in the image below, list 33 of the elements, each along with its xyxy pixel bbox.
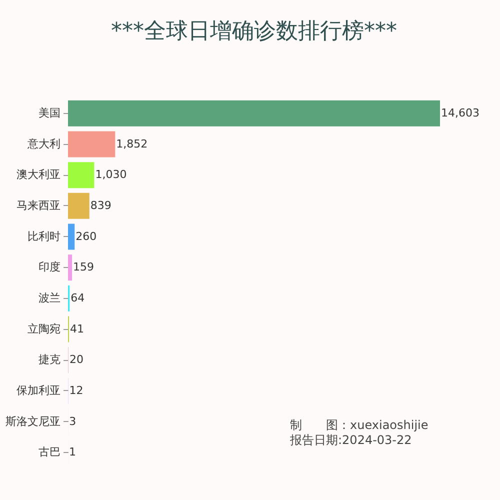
y-tick-label: 印度: [38, 260, 60, 274]
bar: [68, 131, 116, 158]
data-label: 1,852: [116, 137, 148, 150]
y-tick-label: 马来西亚: [16, 198, 60, 212]
data-label: 3: [69, 414, 76, 428]
y-tick-label: 立陶宛: [28, 322, 60, 336]
y-tick-label: 古巴: [38, 446, 60, 459]
data-label: 1: [69, 446, 76, 459]
y-tick-label: 波兰: [38, 291, 60, 304]
bar: [68, 192, 90, 219]
bar: [68, 224, 75, 250]
data-label: 12: [69, 384, 84, 397]
y-tick-label: 澳大利亚: [16, 168, 60, 182]
bar: [68, 162, 94, 188]
data-label: 260: [76, 230, 97, 243]
chart-title: ***全球日增确诊数排行榜***: [111, 19, 397, 44]
data-label: 64: [70, 291, 85, 304]
bar: [68, 100, 440, 126]
annotation: 制 图：xuexiaoshijie: [290, 418, 428, 433]
data-label: 14,603: [441, 106, 480, 120]
y-tick-label: 意大利: [26, 137, 60, 150]
data-label: 1,030: [95, 168, 127, 182]
y-tick-label: 捷克: [38, 353, 60, 366]
y-tick-label: 比利时: [28, 230, 60, 243]
data-label: 20: [70, 353, 84, 366]
data-label: 159: [73, 260, 94, 274]
y-tick-label: 保加利亚: [16, 384, 60, 397]
y-tick-label: 斯洛文尼亚: [6, 414, 60, 428]
data-label: 839: [90, 198, 112, 212]
bar: [68, 254, 72, 281]
y-tick-label: 美国: [38, 106, 60, 120]
annotation: 报告日期:2024-03-22: [290, 433, 413, 448]
data-label: 41: [70, 322, 84, 336]
